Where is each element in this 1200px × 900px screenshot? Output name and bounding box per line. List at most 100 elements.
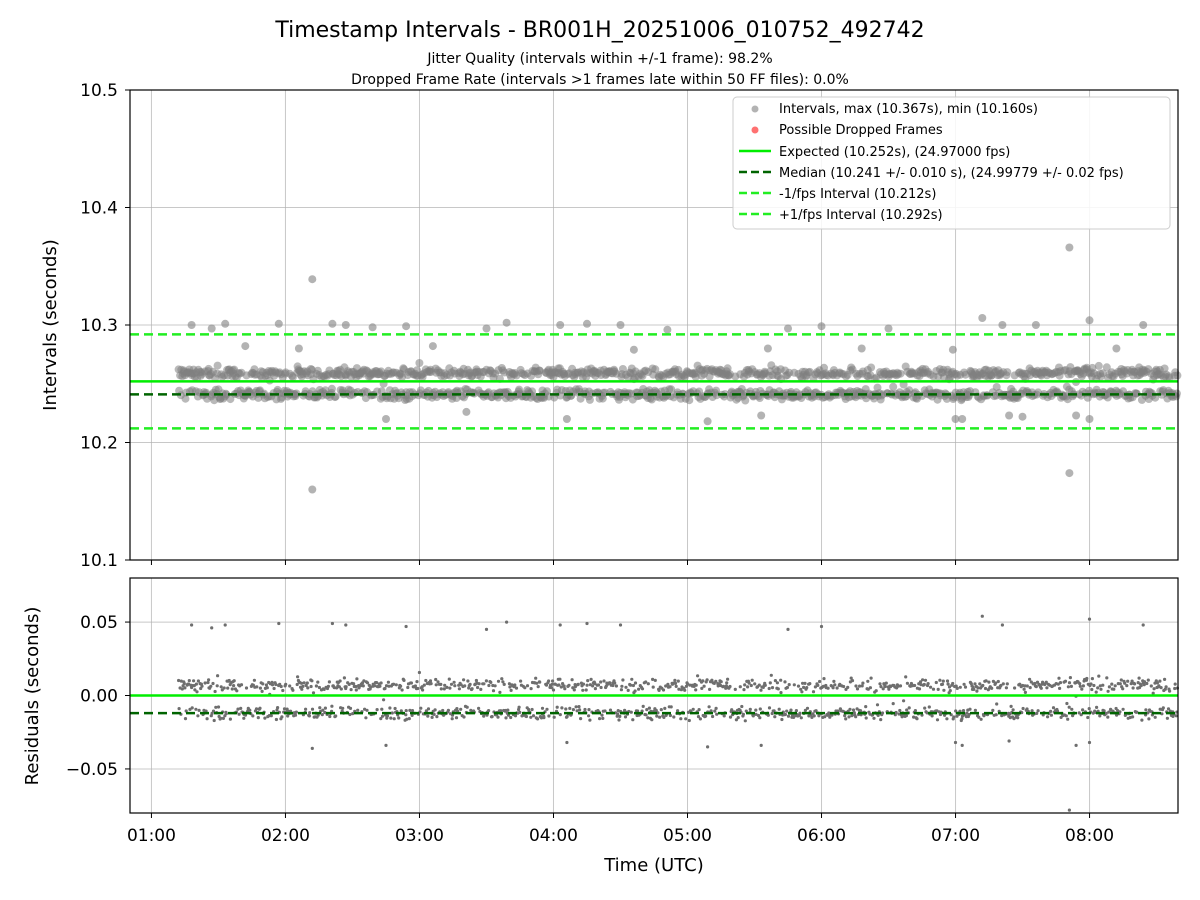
residual-point [317, 685, 321, 690]
residual-point [664, 684, 668, 688]
residual-point [1025, 707, 1029, 711]
residual-point [375, 681, 379, 685]
residual-point [1081, 684, 1085, 688]
residual-point [558, 713, 562, 717]
residual-point [177, 678, 181, 683]
residual-point [327, 680, 331, 684]
residual-point [623, 708, 627, 713]
residual-point [434, 683, 438, 687]
residual-point [644, 680, 648, 684]
residual-point [499, 709, 503, 713]
residual-point [1058, 681, 1063, 685]
residual-point [753, 682, 757, 686]
residual-point [187, 679, 191, 683]
residual-point [646, 682, 650, 686]
interval-outlier-point [757, 411, 766, 420]
residual-point [288, 684, 292, 688]
residual-point [244, 686, 249, 690]
residual-outlier-point [960, 743, 964, 748]
residual-point [547, 679, 551, 683]
residual-point [285, 707, 289, 711]
residual-point [426, 707, 431, 711]
residual-point [502, 682, 506, 687]
residual-point [918, 680, 923, 684]
residual-point [691, 707, 695, 711]
residual-point [773, 679, 778, 683]
residual-point [404, 709, 408, 713]
residual-point [190, 706, 194, 710]
residual-point [858, 684, 862, 688]
residual-point [1161, 706, 1165, 710]
residual-point [216, 705, 221, 709]
residual-point [650, 718, 654, 722]
residual-point [701, 679, 705, 683]
residual-point [668, 685, 672, 689]
residual-point [183, 686, 187, 690]
residual-point [1153, 715, 1157, 719]
residual-point [399, 684, 403, 688]
residual-point [636, 709, 640, 713]
residual-point [593, 682, 597, 686]
residual-point [426, 714, 430, 718]
residual-point [754, 712, 758, 717]
residual-point [410, 713, 414, 718]
residual-point [1049, 709, 1053, 714]
residual-point [1068, 676, 1072, 680]
residual-point [384, 684, 389, 688]
residual-point [715, 712, 719, 716]
residual-point [363, 707, 367, 711]
residual-point [356, 708, 360, 712]
residual-point [869, 676, 873, 680]
residual-point [792, 683, 796, 687]
residual-point [378, 684, 382, 688]
residual-point [990, 686, 994, 690]
residual-point [842, 684, 846, 689]
residual-point [550, 682, 554, 686]
interval-outlier-point [817, 322, 826, 331]
residual-point [443, 683, 447, 687]
residual-point [219, 685, 223, 689]
residual-point [855, 687, 860, 691]
residual-point [222, 686, 226, 690]
residual-point [386, 680, 390, 684]
interval-outlier-point [221, 319, 230, 328]
residual-point [713, 709, 717, 713]
residual-outlier-point [404, 624, 408, 629]
residual-outlier-point [484, 627, 489, 632]
interval-outlier-point [663, 325, 672, 334]
residual-point [614, 684, 619, 688]
residual-point [1155, 681, 1159, 685]
residual-point [835, 686, 839, 690]
residual-point [280, 715, 284, 719]
residual-point [513, 683, 517, 687]
residual-point [279, 684, 283, 689]
interval-outlier-point [207, 324, 216, 333]
residual-point [270, 680, 274, 685]
interval-outlier-point [294, 344, 303, 353]
residual-point [978, 682, 982, 686]
residual-point [265, 686, 269, 690]
residual-point [428, 679, 433, 683]
legend-label-intervals: Intervals, max (10.367s), min (10.160s) [779, 102, 1038, 117]
residual-outlier-point [786, 627, 790, 632]
residual-point [848, 707, 852, 711]
residual-point [291, 688, 295, 692]
residual-point [442, 687, 446, 691]
residual-outlier-point [953, 740, 958, 745]
interval-outlier-point [502, 318, 511, 327]
residual-point [875, 703, 880, 707]
residual-point [1131, 686, 1135, 690]
residual-point [207, 678, 211, 682]
residual-point [600, 713, 604, 717]
residual-point [1063, 679, 1068, 683]
residual-point [573, 685, 578, 689]
residual-point [263, 716, 267, 720]
residual-point [216, 674, 220, 678]
residual-point [851, 708, 856, 712]
residual-point [466, 679, 470, 683]
residual-point [450, 717, 454, 721]
residual-point [355, 677, 359, 681]
residual-point [463, 684, 467, 688]
interval-outlier-point [368, 323, 377, 332]
residual-point [1033, 681, 1037, 686]
